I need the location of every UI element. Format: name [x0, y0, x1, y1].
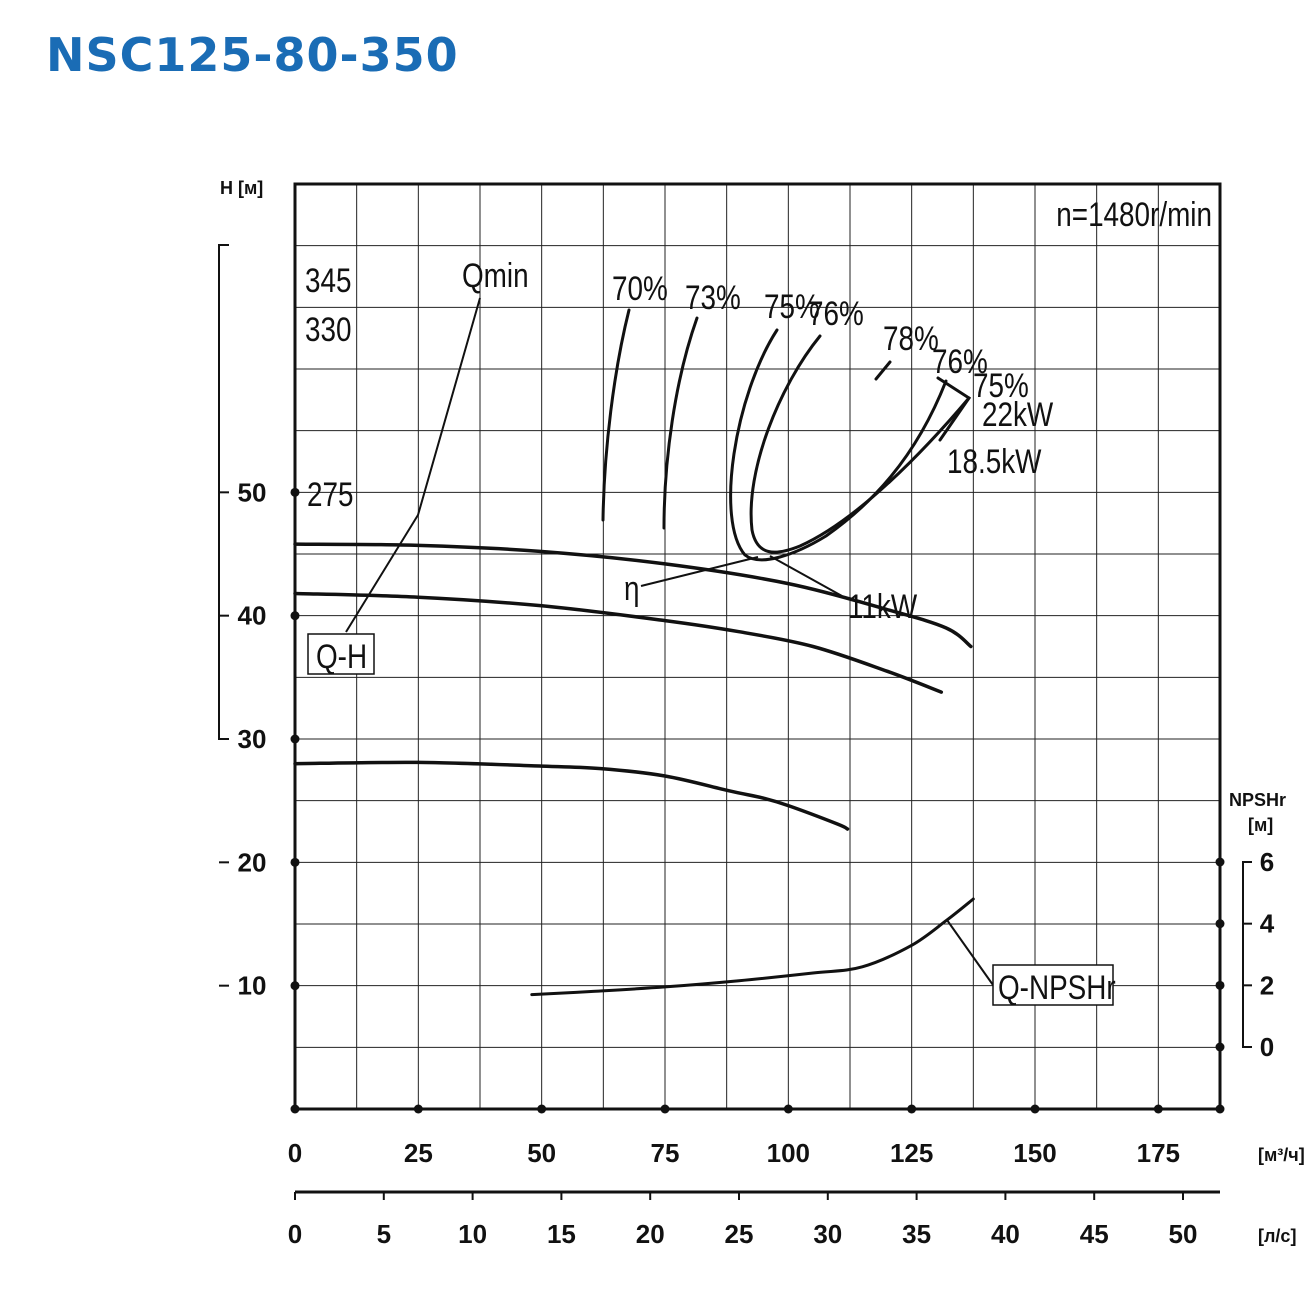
npsh-label-box — [992, 964, 1114, 1006]
npsh-axis-unit: [м] — [1248, 815, 1273, 835]
x-tick-label-ls: 20 — [636, 1219, 665, 1249]
x-tick-label-m3h: 25 — [404, 1138, 433, 1168]
plot-frame — [293, 182, 1222, 1111]
npsh-axis-label: NPSHr — [1229, 790, 1286, 810]
h-tick-label: 40 — [238, 601, 267, 631]
x-tick-dot — [537, 1104, 547, 1114]
h-tick-labels: 10 20 30 40 50 — [219, 477, 300, 1001]
label-18-5kw: 18.5kW — [947, 442, 1042, 480]
npsh-tick-label: 6 — [1260, 847, 1274, 877]
h-tick-dot — [290, 487, 300, 497]
x-tick-dot — [1153, 1104, 1163, 1114]
label-eff-70: 70% — [612, 269, 668, 307]
11kw-leader — [769, 555, 843, 597]
x-tick-label-m3h: 125 — [890, 1138, 933, 1168]
npsh-tick-dot — [1215, 980, 1225, 990]
label-q-npshr: Q-NPSHr — [998, 968, 1116, 1006]
curve-labels: 345 330 275 Qmin 70% 73% 75% 76% 78% 76%… — [305, 256, 1054, 625]
x-axis-m3h: 0 25 50 75 100 125 150 175 — [288, 1104, 1225, 1168]
label-eta: η — [624, 569, 640, 607]
qmin-leader — [345, 297, 481, 633]
x-tick-dot — [783, 1104, 793, 1114]
label-eff-75: 75% — [764, 287, 820, 325]
qh-curve-275 — [293, 760, 850, 831]
chart-title: NSC125-80-350 — [46, 28, 459, 82]
x-tick-label-ls: 25 — [725, 1219, 754, 1249]
npsh-tick-label: 4 — [1260, 909, 1275, 939]
qh-curve-345 — [293, 542, 973, 649]
eff-end-connector — [936, 376, 972, 442]
x-tick-dot — [1030, 1104, 1040, 1114]
h-tick-dot — [290, 734, 300, 744]
x-tick-label-ls: 5 — [377, 1219, 391, 1249]
x-tick-dot — [1215, 1104, 1225, 1114]
x-tick-label-ls: 50 — [1169, 1219, 1198, 1249]
eff-78-tick — [874, 360, 892, 381]
label-275: 275 — [307, 475, 354, 513]
x-tick-label-m3h: 150 — [1013, 1138, 1056, 1168]
h-tick-label: 10 — [238, 971, 267, 1001]
label-eff-73: 73% — [685, 278, 741, 316]
npsh-tick-labels: 0 2 4 6 — [1215, 847, 1275, 1062]
npsh-leader — [946, 919, 994, 986]
x-tick-dot — [907, 1104, 917, 1114]
label-eff-78: 78% — [883, 319, 939, 357]
x-tick-label-m3h: 50 — [527, 1138, 556, 1168]
eff-line-70 — [601, 308, 631, 522]
npsh-axis-bracket — [1242, 861, 1252, 1048]
label-345: 345 — [305, 261, 352, 299]
npsh-tick-label: 0 — [1260, 1032, 1274, 1062]
x-unit-m3h: [м³/ч] — [1258, 1145, 1305, 1165]
x-tick-dot — [660, 1104, 670, 1114]
h-tick-dot — [290, 857, 300, 867]
label-qmin: Qmin — [462, 256, 529, 294]
leader-lines — [345, 297, 994, 986]
npsh-tick-label: 2 — [1260, 970, 1274, 1000]
x-axis-ls: 0 5 10 15 20 25 30 35 40 45 50 — [288, 1192, 1198, 1249]
eta-leader — [640, 556, 759, 587]
x-tick-label-ls: 35 — [902, 1219, 931, 1249]
x-tick-label-m3h: 175 — [1137, 1138, 1180, 1168]
x-tick-label-ls: 15 — [547, 1219, 576, 1249]
npsh-tick-dot — [1215, 857, 1225, 867]
npsh-tick-dot — [1215, 1042, 1225, 1052]
x-tick-label-ls: 40 — [991, 1219, 1020, 1249]
h-axis-label: H [м] — [220, 178, 263, 198]
label-qh: Q-H — [316, 637, 367, 675]
x-tick-label-ls: 10 — [458, 1219, 487, 1249]
h-tick-label: 20 — [238, 847, 267, 877]
x-tick-label-ls: 30 — [813, 1219, 842, 1249]
label-eff-76: 76% — [808, 294, 864, 332]
x-unit-ls: [л/с] — [1258, 1226, 1296, 1246]
x-tick-label-ls: 0 — [288, 1219, 302, 1249]
x-tick-label-m3h: 0 — [288, 1138, 302, 1168]
label-11kw: 11kW — [848, 587, 918, 625]
h-tick-dot — [290, 611, 300, 621]
npsh-curve — [530, 897, 975, 997]
x-tick-dot — [413, 1104, 423, 1114]
curves — [293, 542, 975, 997]
qh-curve-330 — [293, 591, 944, 694]
x-tick-dot — [290, 1104, 300, 1114]
x-tick-label-ls: 45 — [1080, 1219, 1109, 1249]
label-eff-76b: 76% — [932, 342, 988, 380]
npsh-tick-dot — [1215, 919, 1225, 929]
qh-label-box — [307, 633, 375, 675]
label-22kw: 22kW — [982, 395, 1054, 433]
h-tick-label: 50 — [238, 477, 267, 507]
speed-label: n=1480r/min — [1056, 195, 1212, 233]
h-tick-label: 30 — [238, 724, 267, 754]
h-tick-dot — [290, 981, 300, 991]
eff-line-76-loop — [749, 334, 971, 554]
eff-line-73 — [662, 316, 699, 530]
x-tick-label-m3h: 100 — [767, 1138, 810, 1168]
label-330: 330 — [305, 310, 352, 348]
label-eff-75b: 75% — [973, 366, 1029, 404]
x-tick-label-m3h: 75 — [651, 1138, 680, 1168]
